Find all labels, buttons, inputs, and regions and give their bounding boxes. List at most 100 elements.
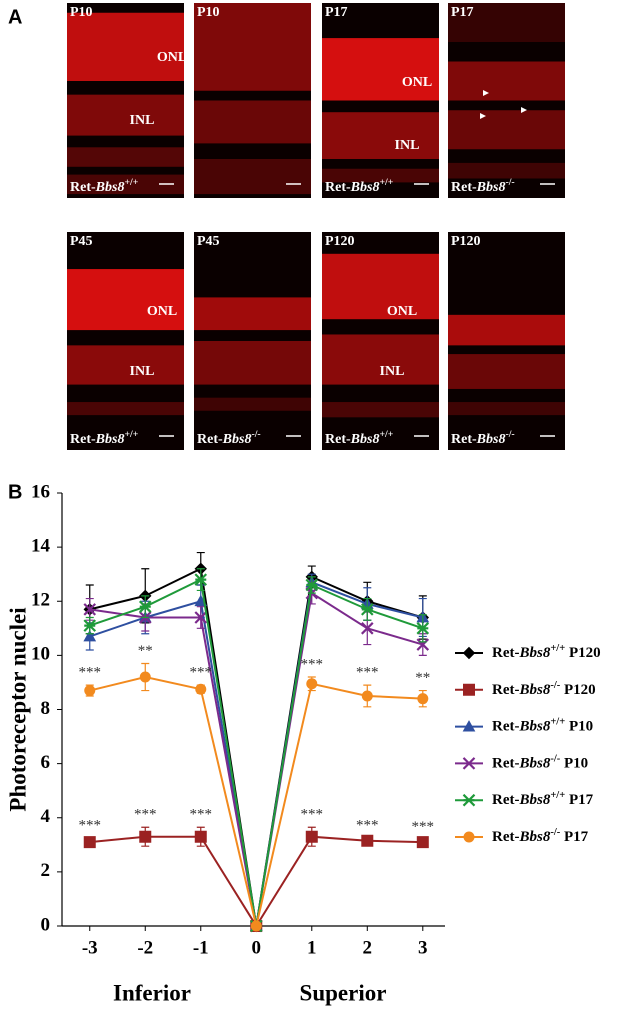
legend-marker	[462, 757, 476, 770]
tissue-layer	[194, 3, 311, 91]
panel-label: A	[8, 6, 22, 28]
marker	[84, 685, 96, 697]
marker	[195, 683, 207, 695]
x-tick-label: -1	[193, 937, 209, 958]
marker	[416, 836, 429, 849]
legend-label: Ret-Bbs8-/- P10	[492, 753, 588, 772]
y-tick-label: 0	[41, 914, 51, 935]
age-label: P17	[325, 5, 348, 20]
region-label: Superior	[300, 980, 387, 1005]
marker	[83, 603, 97, 616]
marker	[83, 629, 97, 642]
tissue-layer	[67, 345, 184, 385]
tissue-layer	[194, 397, 311, 411]
marker	[139, 830, 152, 843]
genotype-label: Ret-Bbs8+/+	[325, 429, 394, 447]
genotype-label: Ret-Bbs8-/-	[451, 177, 515, 195]
age-label: P17	[451, 5, 474, 20]
genotype-label: Ret-Bbs8+/+	[70, 429, 139, 447]
marker	[416, 638, 430, 651]
y-tick-label: 10	[31, 644, 50, 665]
marker	[361, 603, 374, 616]
tissue-layer	[322, 38, 439, 101]
y-tick-label: 8	[41, 698, 51, 719]
image-background	[67, 232, 184, 450]
legend-label: Ret-Bbs8+/+ P10	[492, 717, 593, 736]
y-tick-label: 14	[31, 535, 51, 556]
marker	[194, 830, 207, 843]
x-tick-label: 0	[252, 937, 262, 958]
marker	[305, 830, 318, 843]
significance: ***	[190, 807, 213, 823]
tissue-layer	[322, 253, 439, 320]
age-label: P45	[197, 234, 220, 249]
series-line	[89, 835, 423, 928]
marker	[361, 834, 374, 847]
tissue-layer	[322, 334, 439, 385]
x-tick-label: 1	[307, 937, 317, 958]
legend-label: Ret-Bbs8+/+ P120	[492, 643, 601, 662]
layer-label: ONL	[402, 75, 432, 90]
series-line	[89, 675, 423, 927]
arrowhead	[480, 113, 486, 119]
tissue-layer	[194, 100, 311, 144]
significance: ***	[356, 817, 379, 833]
legend-marker	[462, 720, 476, 732]
arrowhead	[483, 90, 489, 96]
significance: ***	[301, 807, 324, 823]
y-tick-label: 6	[41, 752, 51, 773]
micrograph: P120 ONL INL Ret-Bbs8+/+	[322, 232, 439, 450]
y-tick-label: 2	[41, 860, 51, 881]
micrograph: P45 Ret-Bbs8-/-	[194, 232, 311, 450]
tissue-layer	[67, 269, 184, 331]
panel-label: B	[8, 481, 22, 503]
tissue-layer	[448, 402, 565, 416]
marker	[83, 836, 96, 849]
tissue-layer	[448, 162, 565, 179]
tissue-layer	[67, 174, 184, 195]
tissue-layer	[448, 110, 565, 150]
legend-marker	[462, 793, 476, 807]
significance: ***	[356, 665, 379, 681]
age-label: P45	[70, 234, 93, 249]
region-label: Inferior	[113, 980, 191, 1005]
genotype-label: Ret-Bbs8-/-	[197, 429, 261, 447]
marker	[250, 920, 262, 932]
arrowhead	[521, 107, 527, 113]
marker	[417, 693, 429, 705]
age-label: P10	[70, 5, 93, 20]
layer-label: INL	[380, 364, 405, 379]
legend-marker	[463, 831, 475, 843]
tissue-layer	[67, 94, 184, 136]
layer-label: ONL	[147, 304, 177, 319]
significance: **	[415, 670, 430, 686]
age-label: P120	[325, 234, 355, 249]
micrograph: P10	[194, 3, 311, 198]
genotype-label: Ret-Bbs8-/-	[451, 429, 515, 447]
x-tick-label: 3	[418, 937, 428, 958]
significance: ***	[301, 656, 324, 672]
marker	[416, 622, 430, 635]
micrograph: P120 Ret-Bbs8-/-	[448, 232, 565, 450]
significance: ***	[190, 665, 213, 681]
marker	[306, 678, 318, 690]
marker	[83, 619, 97, 632]
marker	[194, 573, 208, 586]
marker	[361, 690, 373, 702]
marker	[138, 600, 152, 613]
significance: ***	[79, 665, 102, 681]
tissue-layer	[448, 314, 565, 346]
tissue-layer	[194, 341, 311, 385]
legend-label: Ret-Bbs8-/- P120	[492, 680, 596, 699]
tissue-layer	[448, 61, 565, 101]
genotype-label: Ret-Bbs8+/+	[325, 177, 394, 195]
legend-marker	[463, 683, 475, 696]
series-line	[89, 580, 424, 927]
tissue-layer	[322, 168, 439, 183]
tissue-layer	[194, 297, 311, 331]
x-tick-label: -2	[137, 937, 153, 958]
x-tick-label: -3	[82, 937, 98, 958]
marker	[194, 611, 208, 624]
series-line	[89, 578, 424, 927]
